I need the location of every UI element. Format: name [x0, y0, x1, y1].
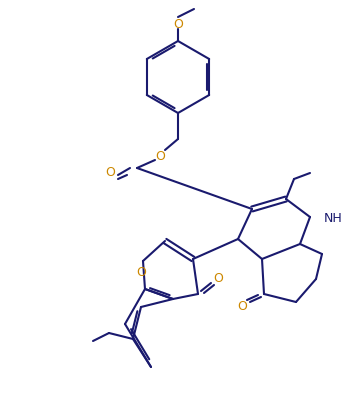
Text: O: O — [213, 272, 223, 285]
Text: O: O — [136, 265, 146, 278]
Text: O: O — [237, 300, 247, 313]
Text: O: O — [105, 165, 115, 178]
Text: NH: NH — [324, 211, 343, 224]
Text: O: O — [155, 149, 165, 162]
Text: O: O — [173, 17, 183, 30]
